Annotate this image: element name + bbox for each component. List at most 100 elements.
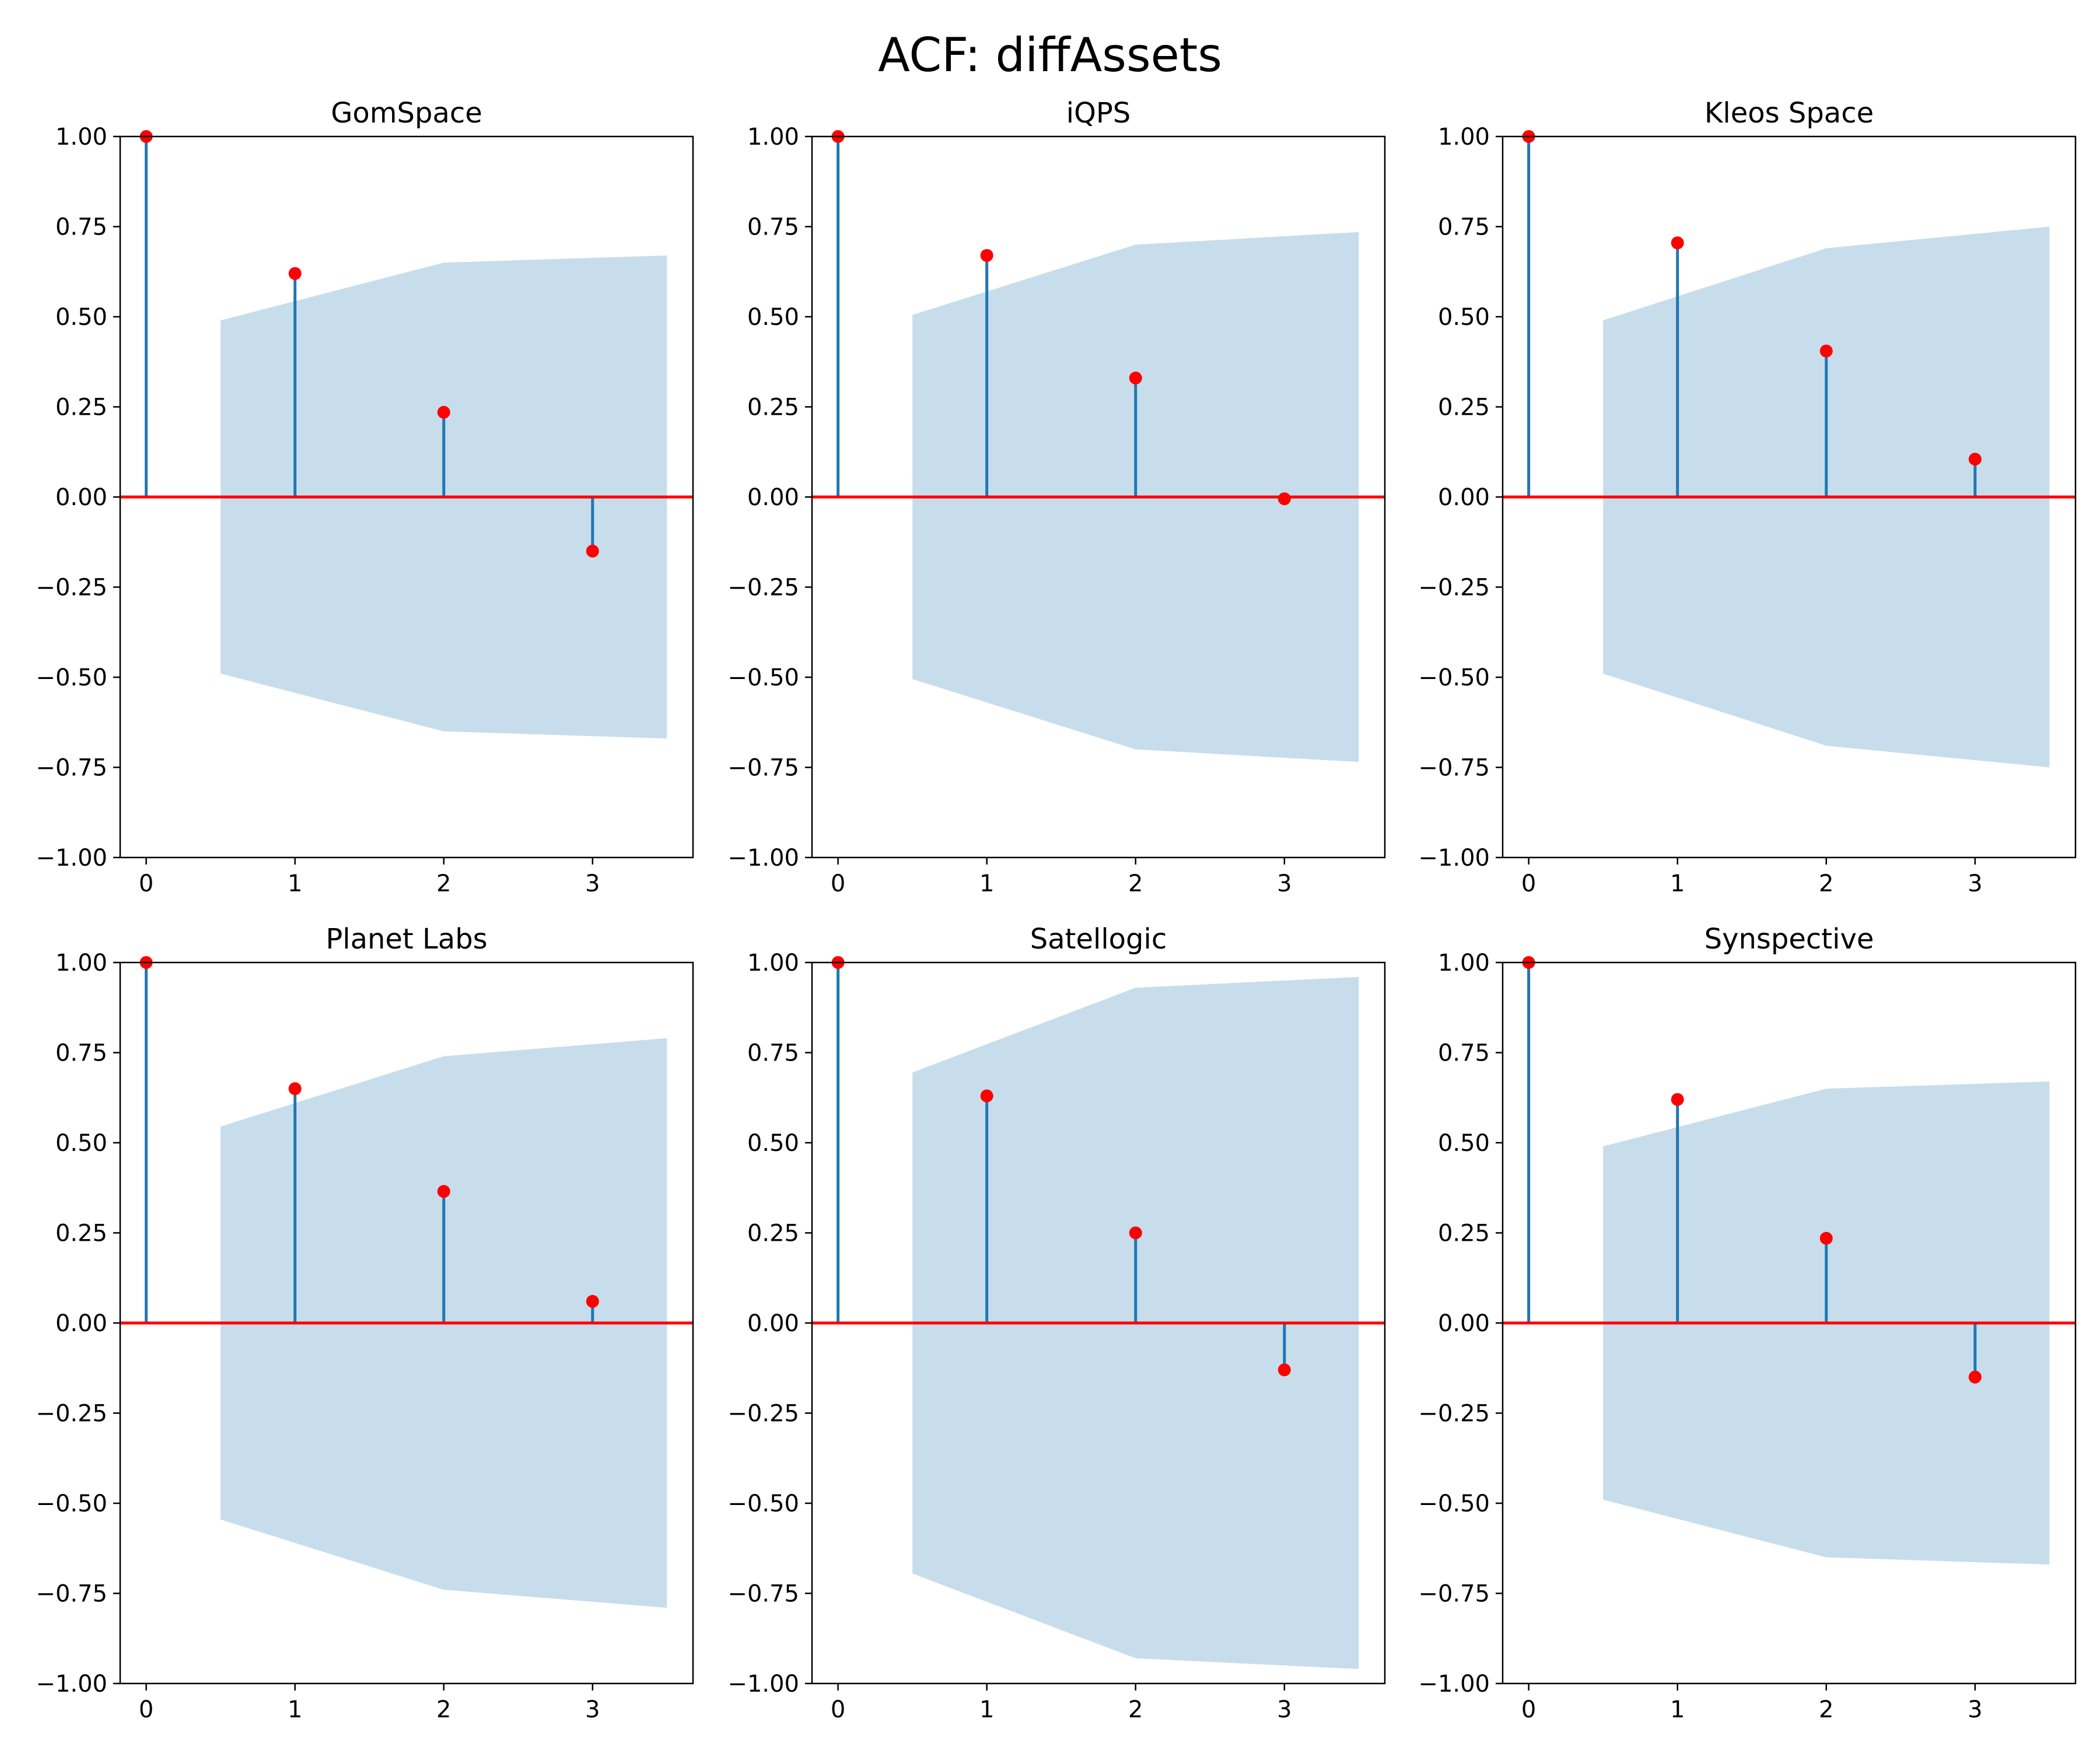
y-tick-label: 0.75 bbox=[55, 1040, 107, 1067]
y-tick-label: 1.00 bbox=[55, 950, 107, 977]
panel-title: Satellogic bbox=[1030, 923, 1167, 956]
acf-marker bbox=[1819, 1231, 1833, 1245]
y-tick-label: −0.50 bbox=[727, 664, 799, 691]
y-tick-label: −1.00 bbox=[1418, 845, 1490, 872]
y-tick-label: −1.00 bbox=[727, 1671, 799, 1698]
panel-title: iQPS bbox=[1066, 97, 1131, 130]
y-tick-label: 0.25 bbox=[55, 1220, 107, 1247]
y-tick-label: −0.25 bbox=[1418, 575, 1490, 601]
x-tick-label: 3 bbox=[585, 870, 600, 897]
y-tick-label: −0.75 bbox=[727, 1581, 799, 1608]
acf-marker bbox=[1278, 492, 1291, 506]
y-tick-label: −0.75 bbox=[36, 755, 107, 782]
panel-title: Synspective bbox=[1704, 923, 1874, 956]
acf-panel: GomSpace 1.00 0.75 0.50 0.25 0.00 −0.25 −0.50 −0… bbox=[36, 97, 694, 897]
acf-marker bbox=[1671, 1093, 1684, 1106]
x-tick-label: 2 bbox=[436, 870, 451, 897]
y-tick-label: −0.25 bbox=[727, 575, 799, 601]
y-tick-label: 0.00 bbox=[55, 484, 107, 511]
y-tick-label: −0.25 bbox=[36, 1401, 107, 1427]
panel-title: GomSpace bbox=[331, 97, 482, 130]
acf-marker bbox=[437, 1185, 450, 1198]
x-tick-label: 3 bbox=[1968, 870, 1982, 897]
y-tick-label: 0.75 bbox=[55, 214, 107, 241]
x-tick-label: 0 bbox=[139, 870, 153, 897]
x-tick-label: 2 bbox=[1128, 1696, 1143, 1723]
x-tick-label: 0 bbox=[139, 1696, 153, 1723]
y-tick-label: 0.25 bbox=[747, 394, 799, 421]
y-tick-label: 0.50 bbox=[1438, 1130, 1490, 1157]
y-tick-label: 0.50 bbox=[1438, 304, 1490, 331]
y-tick-label: −0.25 bbox=[36, 575, 107, 601]
acf-marker bbox=[437, 405, 450, 419]
y-tick-label: 0.50 bbox=[55, 1130, 107, 1157]
y-tick-label: 0.75 bbox=[747, 214, 799, 241]
y-tick-label: −0.75 bbox=[727, 755, 799, 782]
acf-panel: Satellogic 1.00 0.75 0.50 0.25 0.00 −0.25 −0.50… bbox=[727, 923, 1386, 1723]
y-tick-label: 0.75 bbox=[1438, 214, 1490, 241]
y-tick-label: 0.00 bbox=[747, 1310, 799, 1337]
subplot-grid: GomSpace 1.00 0.75 0.50 0.25 0.00 −0.25 −0.50 −0… bbox=[36, 97, 2077, 1723]
acf-marker bbox=[1129, 372, 1142, 385]
acf-marker bbox=[288, 267, 302, 280]
x-tick-label: 3 bbox=[1277, 1696, 1292, 1723]
y-tick-label: 0.50 bbox=[747, 304, 799, 331]
x-tick-label: 0 bbox=[831, 870, 845, 897]
y-tick-label: 1.00 bbox=[55, 124, 107, 150]
acf-marker bbox=[980, 1089, 993, 1102]
y-tick-label: 0.00 bbox=[1438, 1310, 1490, 1337]
acf-marker bbox=[980, 249, 993, 262]
acf-marker bbox=[586, 1294, 599, 1308]
x-tick-label: 3 bbox=[1277, 870, 1292, 897]
x-tick-label: 2 bbox=[1128, 870, 1143, 897]
acf-panel: Kleos Space 1.00 0.75 0.50 0.25 0.00 −0.25 −0.5… bbox=[1418, 97, 2077, 897]
x-tick-label: 0 bbox=[1521, 870, 1536, 897]
y-tick-label: −1.00 bbox=[36, 1671, 107, 1698]
acf-panel: Planet Labs 1.00 0.75 0.50 0.25 0.00 −0.25 −0.5… bbox=[36, 923, 694, 1723]
y-tick-label: −1.00 bbox=[36, 845, 107, 872]
y-tick-label: 0.75 bbox=[1438, 1040, 1490, 1067]
y-tick-label: −0.50 bbox=[727, 1490, 799, 1517]
y-tick-label: −0.75 bbox=[1418, 1581, 1490, 1608]
y-tick-label: −0.25 bbox=[727, 1401, 799, 1427]
y-tick-label: 0.00 bbox=[1438, 484, 1490, 511]
y-tick-label: −1.00 bbox=[1418, 1671, 1490, 1698]
x-tick-label: 0 bbox=[831, 1696, 845, 1723]
y-tick-label: −0.75 bbox=[1418, 755, 1490, 782]
y-tick-label: −0.50 bbox=[1418, 664, 1490, 691]
acf-panel: Synspective 1.00 0.75 0.50 0.25 0.00 −0.25 −0.5… bbox=[1418, 923, 2077, 1723]
acf-marker bbox=[1819, 344, 1833, 358]
y-tick-label: 1.00 bbox=[747, 950, 799, 977]
y-tick-label: −0.50 bbox=[36, 1490, 107, 1517]
x-tick-label: 3 bbox=[585, 1696, 600, 1723]
y-tick-label: 1.00 bbox=[1438, 124, 1490, 150]
y-tick-label: 0.25 bbox=[1438, 394, 1490, 421]
figure-title: ACF: diffAssets bbox=[878, 28, 1222, 82]
x-tick-label: 1 bbox=[979, 1696, 994, 1723]
y-tick-label: −0.50 bbox=[1418, 1490, 1490, 1517]
y-tick-label: −0.50 bbox=[36, 664, 107, 691]
x-tick-label: 1 bbox=[288, 1696, 302, 1723]
y-tick-label: 0.50 bbox=[55, 304, 107, 331]
panel-title: Kleos Space bbox=[1704, 97, 1874, 130]
acf-panel: iQPS 1.00 0.75 0.50 0.25 0.00 −0.25 −0.50 −0.75 −… bbox=[727, 97, 1386, 897]
x-tick-label: 2 bbox=[1819, 870, 1833, 897]
y-tick-label: 0.25 bbox=[1438, 1220, 1490, 1247]
x-tick-label: 2 bbox=[436, 1696, 451, 1723]
x-tick-label: 0 bbox=[1521, 1696, 1536, 1723]
x-tick-label: 1 bbox=[1670, 870, 1685, 897]
x-tick-label: 3 bbox=[1968, 1696, 1982, 1723]
acf-marker bbox=[1968, 1370, 1982, 1384]
acf-marker bbox=[1278, 1363, 1291, 1377]
y-tick-label: 0.25 bbox=[55, 394, 107, 421]
acf-marker bbox=[1968, 453, 1982, 466]
x-tick-label: 1 bbox=[288, 870, 302, 897]
y-tick-label: 0.00 bbox=[747, 484, 799, 511]
x-tick-label: 1 bbox=[1670, 1696, 1685, 1723]
x-tick-label: 1 bbox=[979, 870, 994, 897]
acf-marker bbox=[288, 1082, 302, 1096]
y-tick-label: −0.25 bbox=[1418, 1401, 1490, 1427]
panel-title: Planet Labs bbox=[326, 923, 487, 956]
y-tick-label: 0.50 bbox=[747, 1130, 799, 1157]
